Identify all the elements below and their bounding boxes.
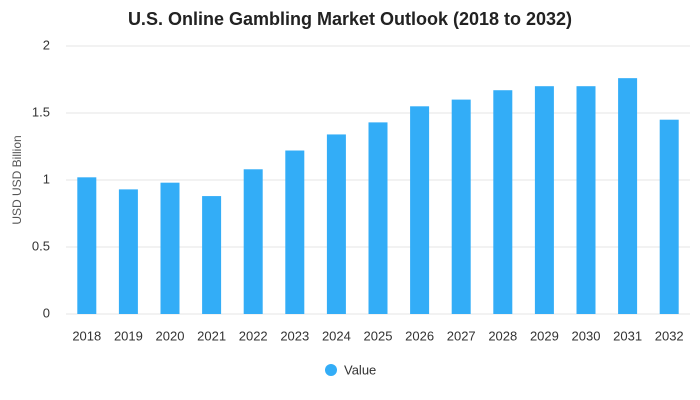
bar: [368, 122, 388, 314]
legend-label: Value: [344, 362, 376, 377]
x-tick-label: 2023: [280, 328, 309, 343]
y-tick-label: 1.5: [32, 104, 50, 119]
x-tick-label: 2029: [530, 328, 559, 343]
bar: [410, 106, 430, 314]
x-tick-label: 2018: [72, 328, 101, 343]
y-tick-label: 0: [43, 305, 50, 320]
bar: [77, 177, 97, 314]
x-tick-label: 2032: [655, 328, 684, 343]
y-tick-label: 1: [43, 171, 50, 186]
legend-marker: [325, 364, 337, 376]
bar: [118, 189, 138, 314]
bar: [243, 169, 263, 314]
bar: [202, 196, 222, 314]
x-tick-label: 2030: [572, 328, 601, 343]
bar: [326, 134, 346, 314]
x-tick-label: 2020: [156, 328, 185, 343]
bar: [285, 150, 305, 314]
y-axis-label: USD USD Billion: [10, 135, 24, 224]
x-tick-label: 2024: [322, 328, 351, 343]
bar: [160, 182, 180, 314]
y-tick-label: 2: [43, 37, 50, 52]
bar: [493, 90, 513, 314]
bar: [618, 78, 638, 314]
x-tick-label: 2028: [488, 328, 517, 343]
bar: [534, 86, 554, 314]
x-tick-label: 2022: [239, 328, 268, 343]
x-tick-label: 2019: [114, 328, 143, 343]
x-tick-label: 2025: [364, 328, 393, 343]
chart-title: U.S. Online Gambling Market Outlook (201…: [128, 9, 572, 29]
bar: [576, 86, 596, 314]
x-tick-label: 2031: [613, 328, 642, 343]
bar: [451, 99, 471, 314]
y-tick-label: 0.5: [32, 238, 50, 253]
x-tick-label: 2021: [197, 328, 226, 343]
x-tick-label: 2027: [447, 328, 476, 343]
bar: [659, 119, 679, 314]
x-tick-label: 2026: [405, 328, 434, 343]
